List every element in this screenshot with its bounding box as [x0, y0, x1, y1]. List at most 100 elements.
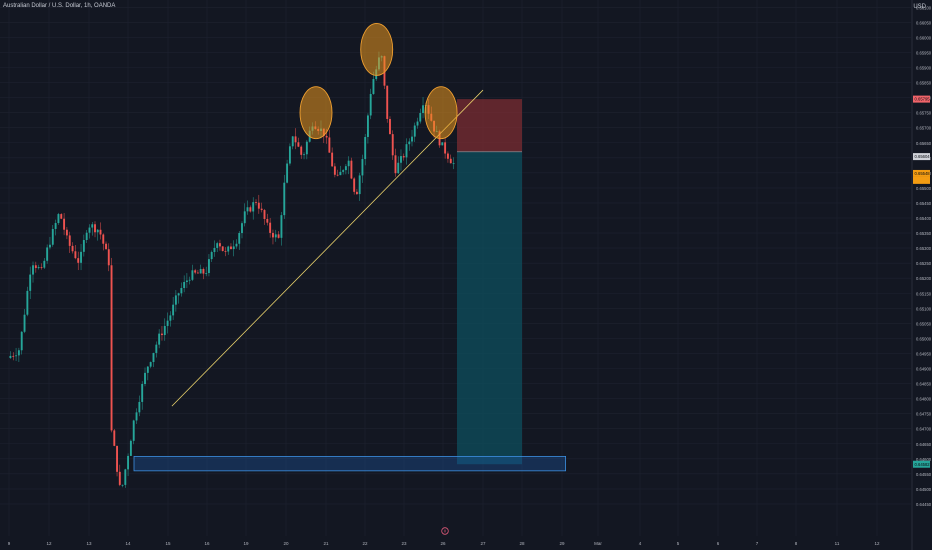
candle-body	[297, 142, 300, 147]
candle-body	[266, 218, 269, 223]
price-tick-label: 0.65200	[916, 276, 932, 281]
price-tag	[913, 95, 930, 103]
candle-body	[325, 135, 328, 138]
candle-body	[107, 249, 110, 266]
price-tick-label: 0.64950	[916, 351, 932, 356]
price-tick-label: 0.65100	[916, 306, 932, 311]
symbol-title: Australian Dollar / U.S. Dollar, 1h, OAN…	[3, 3, 116, 9]
candle-body	[369, 93, 372, 116]
candle-body	[252, 202, 255, 212]
candle-body	[77, 258, 80, 263]
candle-body	[441, 142, 444, 146]
candle-body	[294, 136, 297, 143]
pattern-highlight-circle	[299, 86, 333, 140]
candle-body	[328, 137, 331, 153]
price-tick-label: 0.65300	[916, 246, 932, 251]
candle-body	[400, 156, 402, 163]
candle-body	[102, 234, 105, 244]
candle-body	[288, 146, 291, 164]
candle-body	[389, 118, 391, 135]
candle-body	[116, 445, 118, 472]
candle-body	[65, 229, 68, 236]
candle-body	[422, 105, 424, 114]
candle-body	[155, 344, 158, 353]
candle-body	[188, 279, 191, 281]
price-tick-label: 0.64450	[916, 502, 932, 507]
candle-body	[80, 251, 82, 263]
time-tick-label: 21	[323, 541, 329, 546]
time-tick-label: 28	[519, 541, 525, 546]
candle-body	[118, 471, 121, 485]
candle-body	[166, 320, 169, 326]
event-marker[interactable]	[441, 527, 449, 535]
price-tag	[913, 460, 930, 468]
time-tick-label: 27	[480, 541, 486, 546]
price-tick-label: 0.65900	[916, 66, 932, 71]
time-tick-label: 15	[165, 541, 171, 546]
time-tick-label: 9	[8, 541, 11, 546]
candle-body	[149, 362, 152, 367]
candle-body	[63, 218, 66, 230]
candle-body	[303, 154, 305, 156]
candle-body	[269, 222, 272, 233]
candle-body	[121, 484, 124, 486]
price-tick-label: 0.64500	[916, 487, 932, 492]
candle-body	[91, 224, 94, 228]
price-tags: 0.65795 0.65604 0.65548 0.64582	[913, 95, 931, 468]
candle-body	[71, 245, 74, 252]
candle-body	[34, 265, 37, 269]
candle-body	[257, 202, 260, 209]
price-tick-label: 0.64550	[916, 472, 932, 477]
candle-body	[272, 232, 274, 238]
candle-body	[9, 355, 12, 358]
candle-body	[146, 366, 149, 373]
candle-body	[169, 315, 172, 321]
price-tick-label: 0.65050	[916, 321, 932, 326]
candle-body	[291, 136, 294, 147]
time-tick-label: Mar	[594, 541, 602, 546]
candle-body	[246, 207, 249, 212]
candle-body	[353, 178, 356, 192]
time-tick-label: 7	[756, 541, 759, 546]
candle-body	[199, 268, 202, 274]
candle-body	[207, 259, 210, 274]
candle-body	[74, 251, 77, 259]
candle-body	[196, 272, 199, 274]
candle-body	[141, 384, 144, 402]
candle-body	[180, 288, 183, 294]
trendline	[171, 89, 484, 407]
candle-body	[232, 246, 235, 250]
candle-body	[163, 325, 166, 336]
candle-body	[15, 355, 18, 357]
event-marker-icon[interactable]	[441, 527, 449, 535]
candle-body	[413, 125, 416, 137]
candle-body	[449, 158, 452, 164]
candle-body	[411, 136, 413, 142]
candle-body	[255, 202, 257, 203]
candle-body	[358, 175, 361, 195]
candle-body	[452, 163, 455, 165]
price-tick-label: 0.66100	[916, 5, 932, 10]
candle-body	[144, 372, 146, 385]
time-tick-label: 29	[559, 541, 565, 546]
candle-body	[277, 234, 280, 238]
candle-body	[124, 469, 127, 485]
price-tag-label: 0.65548	[915, 171, 931, 176]
price-tick-label: 0.64750	[916, 412, 932, 417]
candle-body	[386, 85, 389, 119]
candle-body	[174, 295, 177, 305]
price-tick-label: 0.65000	[916, 336, 932, 341]
time-axis[interactable]: 9 12 13 14 15 16 19 20 21 22 23 26 27 28 29 Mar 4 5 6 7 8 11 1…	[8, 541, 880, 546]
time-tick-label: 5	[677, 541, 680, 546]
candle-body	[355, 191, 358, 195]
price-tick-label: 0.65750	[916, 111, 932, 116]
pattern-highlight-circle	[360, 22, 394, 76]
price-tick-label: 0.64850	[916, 382, 932, 387]
candle-body	[224, 250, 227, 252]
price-axis[interactable]: 0.66100 0.66050 0.66000 0.65950 0.65900 0.658…	[916, 5, 932, 507]
currency-label: USD	[913, 4, 926, 10]
price-tick-label: 0.65850	[916, 81, 932, 86]
candle-body	[219, 243, 221, 247]
